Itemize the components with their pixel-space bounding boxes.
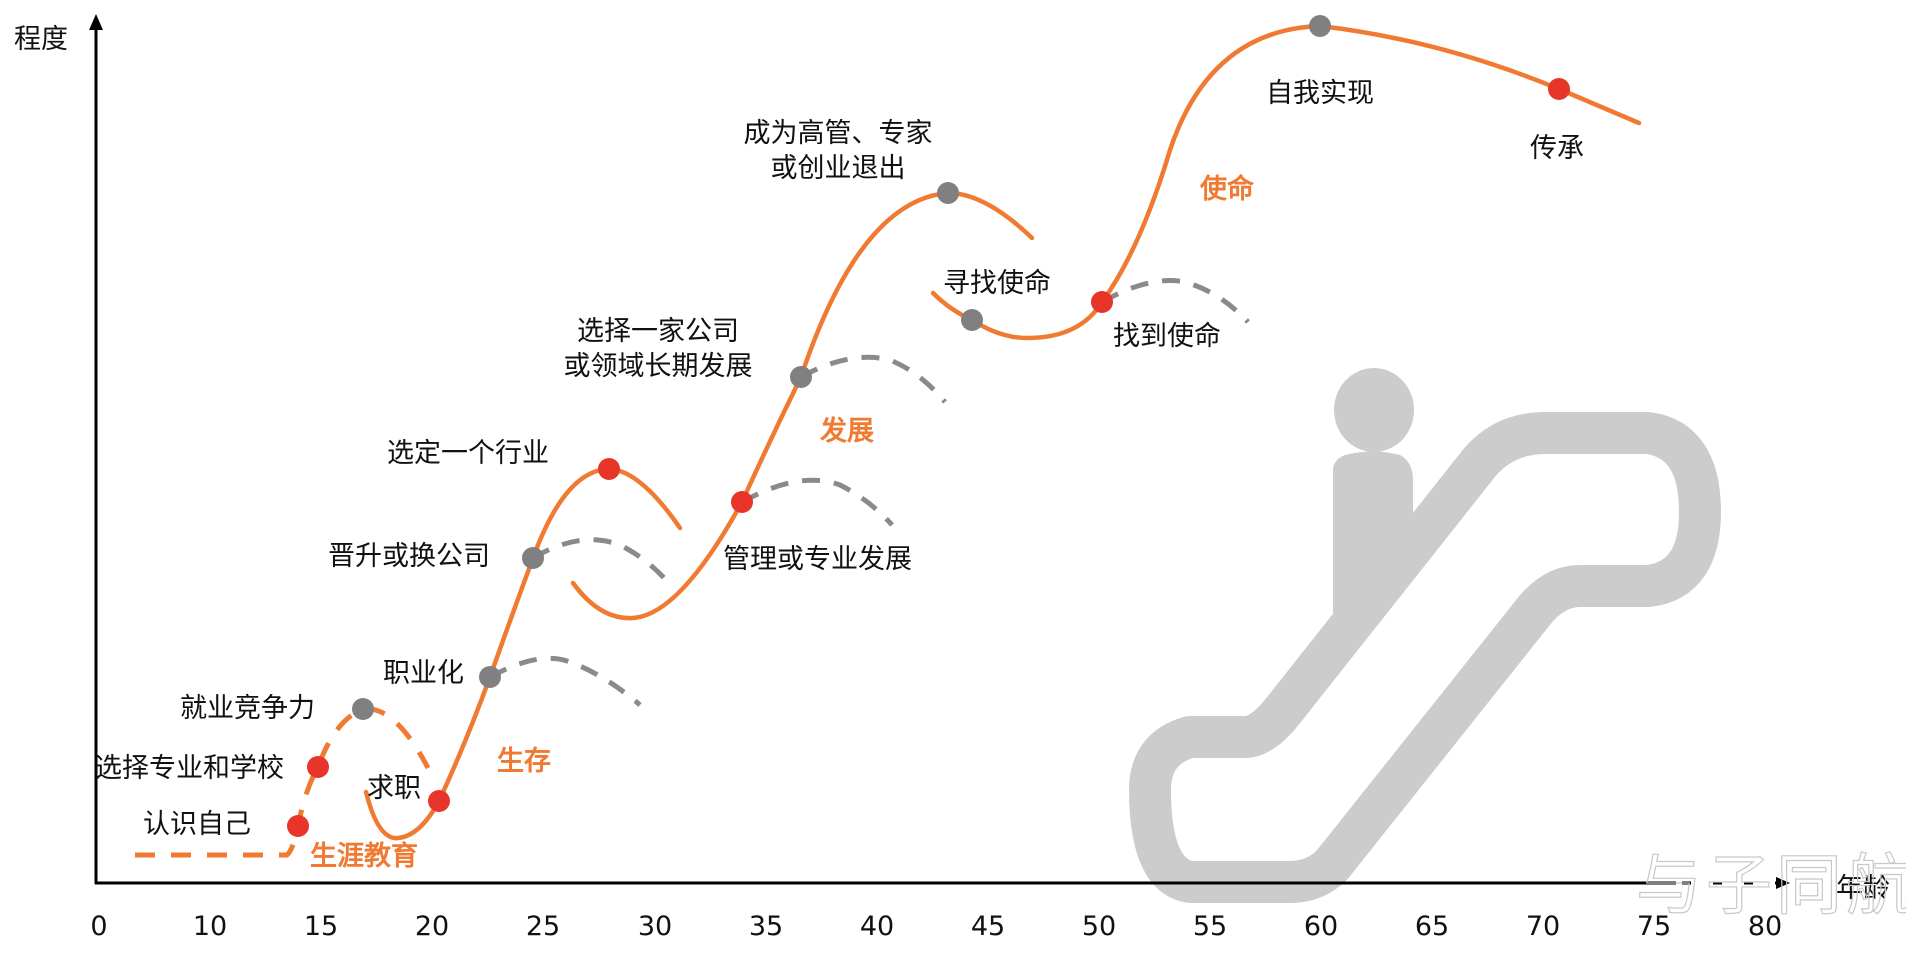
phase-development: 发展 (819, 415, 874, 447)
label-choose-company-line1: 选择一家公司 (577, 316, 739, 347)
marker-employability (352, 698, 374, 720)
label-know-self: 认识自己 (143, 809, 251, 840)
x-tick: 30 (638, 911, 672, 942)
label-professionalism: 职业化 (383, 658, 464, 689)
phase-mission: 使命 (1199, 173, 1255, 205)
marker-promotion (522, 547, 544, 569)
x-tick: 10 (193, 911, 227, 942)
x-tick: 0 (90, 911, 107, 942)
x-tick: 35 (749, 911, 783, 942)
y-axis-title: 程度 (14, 24, 68, 55)
marker-choose-company (790, 366, 812, 388)
y-axis-arrow-icon (89, 14, 103, 30)
label-job-hunting: 求职 (367, 773, 421, 804)
x-tick: 80 (1748, 911, 1782, 942)
x-axis-arrow-icon (1776, 877, 1790, 889)
x-tick: 15 (304, 911, 338, 942)
marker-choose-major (307, 756, 329, 778)
label-employability: 就业竞争力 (180, 693, 315, 724)
x-tick: 60 (1304, 911, 1338, 942)
phase-survival: 生存 (497, 746, 551, 777)
x-tick: 70 (1526, 911, 1560, 942)
marker-know-self (287, 815, 309, 837)
label-promotion: 晋升或换公司 (328, 541, 490, 572)
mission-curve (930, 23, 1642, 341)
x-tick-labels: 0 10 15 20 25 30 35 40 45 50 55 60 65 70… (90, 911, 1782, 942)
x-tick: 55 (1193, 911, 1227, 942)
marker-executive (937, 182, 959, 204)
marker-legacy (1548, 78, 1570, 100)
marker-professionalism (479, 666, 501, 688)
escalator-icon (1129, 368, 1721, 903)
label-executive-line1: 成为高管、专家 (744, 118, 933, 149)
label-find-mission: 找到使命 (1113, 321, 1221, 352)
x-tick: 65 (1415, 911, 1449, 942)
marker-job-hunting (428, 790, 450, 812)
label-choose-industry: 选定一个行业 (387, 438, 549, 469)
label-seek-mission: 寻找使命 (943, 268, 1051, 299)
marker-mgmt-or-pro (731, 491, 753, 513)
watermark: 与子同航 (1636, 847, 1906, 924)
label-executive-line2: 或创业退出 (771, 153, 906, 184)
phase-labels: 生涯教育 生存 发展 使命 (310, 173, 1255, 872)
marker-choose-industry (598, 458, 620, 480)
label-mgmt-or-pro: 管理或专业发展 (723, 544, 912, 575)
x-tick: 40 (860, 911, 894, 942)
axes: 程度 年龄 (14, 14, 1890, 904)
label-self-actualization: 自我实现 (1266, 78, 1374, 109)
markers (287, 15, 1570, 837)
label-choose-major: 选择专业和学校 (95, 753, 284, 784)
marker-self-actualization (1309, 15, 1331, 37)
marker-seek-mission (961, 309, 983, 331)
phase-education: 生涯教育 (310, 840, 418, 872)
x-tick: 50 (1082, 911, 1116, 942)
x-tick: 20 (415, 911, 449, 942)
marker-find-mission (1091, 291, 1113, 313)
label-legacy: 传承 (1530, 133, 1584, 164)
x-tick: 45 (971, 911, 1005, 942)
label-choose-company-line2: 或领域长期发展 (564, 351, 753, 382)
x-tick: 75 (1637, 911, 1671, 942)
x-tick: 25 (526, 911, 560, 942)
milestone-labels: 认识自己 选择专业和学校 就业竞争力 求职 职业化 晋升或换公司 选定一个行业 … (95, 78, 1584, 840)
x-axis-title: 年龄 (1836, 873, 1890, 904)
